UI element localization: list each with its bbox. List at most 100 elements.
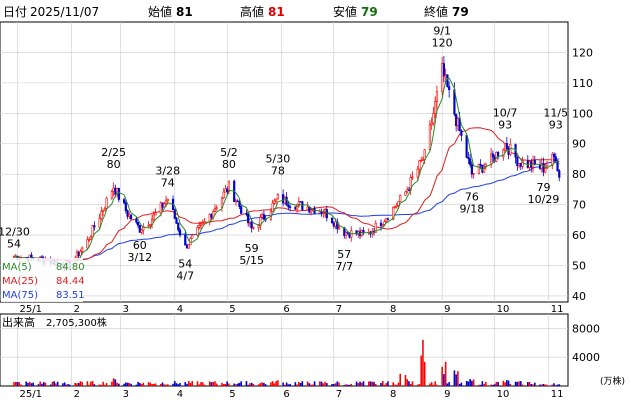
candle-body — [140, 229, 143, 233]
volume-bar — [273, 383, 276, 386]
candle-body — [185, 244, 189, 249]
volume-bar — [532, 384, 534, 386]
candle-body — [234, 200, 238, 203]
volume-bar — [238, 382, 241, 386]
price-y-tick: 100 — [572, 107, 593, 120]
volume-bar — [175, 383, 178, 386]
candle-body — [325, 209, 328, 219]
candle-body — [420, 159, 423, 162]
volume-bar — [151, 383, 153, 386]
candle-body — [444, 74, 447, 77]
volume-bar — [544, 384, 547, 386]
candle-body — [122, 199, 126, 204]
candle-body — [399, 195, 402, 202]
x-tick-label: 2 — [74, 389, 80, 400]
volume-bar — [556, 384, 559, 386]
volume-bar — [308, 383, 311, 386]
annotations-group: 12/30542/2580603/123/2874544/75/280595/1… — [0, 24, 568, 282]
volume-bar — [44, 382, 47, 386]
volume-bar — [147, 382, 150, 386]
volume-bar — [301, 381, 304, 386]
annotation-date: 9/1 — [433, 24, 451, 37]
candle-body — [374, 222, 377, 233]
volume-bar — [436, 384, 438, 386]
volume-bar — [320, 381, 323, 386]
date-value: 2025/11/07 — [30, 5, 99, 19]
annotation-value: 79 — [537, 181, 551, 194]
candle-body — [313, 208, 316, 214]
candle-body — [163, 203, 166, 208]
candle-body — [404, 191, 407, 196]
candle-body — [86, 239, 89, 249]
candle-body — [558, 170, 561, 178]
annotation-date: 5/2 — [220, 146, 238, 159]
candle-body — [138, 225, 141, 233]
x-tick-label: 25/1 — [19, 304, 41, 315]
price-y-tick: 90 — [572, 138, 586, 151]
volume-bar — [289, 383, 291, 386]
volume-bar — [299, 382, 302, 386]
x-tick-label: 8 — [390, 304, 396, 315]
volume-bar — [77, 383, 80, 386]
volume-bar — [348, 384, 351, 386]
candle-body — [88, 239, 91, 241]
volume-bar — [441, 366, 443, 386]
volume-bar — [359, 381, 361, 386]
volume-bar — [250, 382, 253, 386]
annotation-date: 12/30 — [0, 225, 30, 238]
candle-body — [247, 213, 250, 224]
candle-body — [152, 214, 155, 220]
volume-bar — [310, 384, 312, 386]
price-y-tick: 80 — [572, 168, 586, 181]
volume-bar — [252, 383, 255, 386]
candle-body — [248, 221, 252, 224]
candle-body — [191, 234, 194, 239]
volume-bar — [203, 384, 206, 386]
volume-bar — [319, 381, 321, 386]
volume-bar — [324, 381, 326, 386]
candle-body — [226, 188, 229, 192]
volume-bar — [479, 384, 482, 386]
volume-bar — [509, 383, 512, 386]
volume-bar — [118, 383, 120, 386]
volume-bar — [460, 382, 463, 386]
volume-bar — [490, 384, 492, 386]
volume-bar — [495, 381, 498, 386]
volume-label: 出来高 — [2, 315, 35, 329]
volume-bar — [387, 381, 389, 386]
volume-bar — [373, 381, 375, 386]
volume-bar — [540, 384, 543, 386]
volume-bar — [518, 381, 520, 386]
annotation-value: 54 — [7, 237, 21, 250]
x-tick-label: 9 — [444, 304, 450, 315]
candle-body — [435, 91, 439, 102]
volume-bar — [404, 375, 407, 386]
volume-bar — [165, 384, 167, 386]
candle-body — [100, 211, 103, 219]
ma25-line — [13, 127, 560, 262]
volume-bar — [408, 381, 410, 386]
volume-bar — [30, 383, 33, 386]
volume-bar — [67, 384, 69, 386]
annotation-date: 3/12 — [127, 251, 152, 264]
volume-bar — [294, 382, 297, 386]
volume-bar — [187, 381, 190, 386]
volume-bar — [56, 381, 59, 386]
close-label: 終値 — [424, 4, 448, 19]
candle-body — [336, 221, 339, 230]
annotation-value: 120 — [432, 36, 453, 49]
volume-bar — [306, 381, 309, 386]
annotation-date: 7/7 — [335, 260, 353, 273]
price-y-tick: 110 — [572, 77, 593, 90]
candle-body — [245, 213, 248, 215]
candle-body — [112, 187, 115, 192]
volume-bar — [465, 380, 468, 386]
candle-body — [203, 221, 206, 224]
candle-body — [421, 159, 425, 161]
candle-body — [213, 208, 217, 212]
candle-body — [505, 143, 508, 149]
volume-bar — [275, 381, 277, 386]
volume-bar — [53, 381, 55, 386]
volume-bar — [161, 382, 164, 386]
volume-bar — [14, 381, 17, 386]
